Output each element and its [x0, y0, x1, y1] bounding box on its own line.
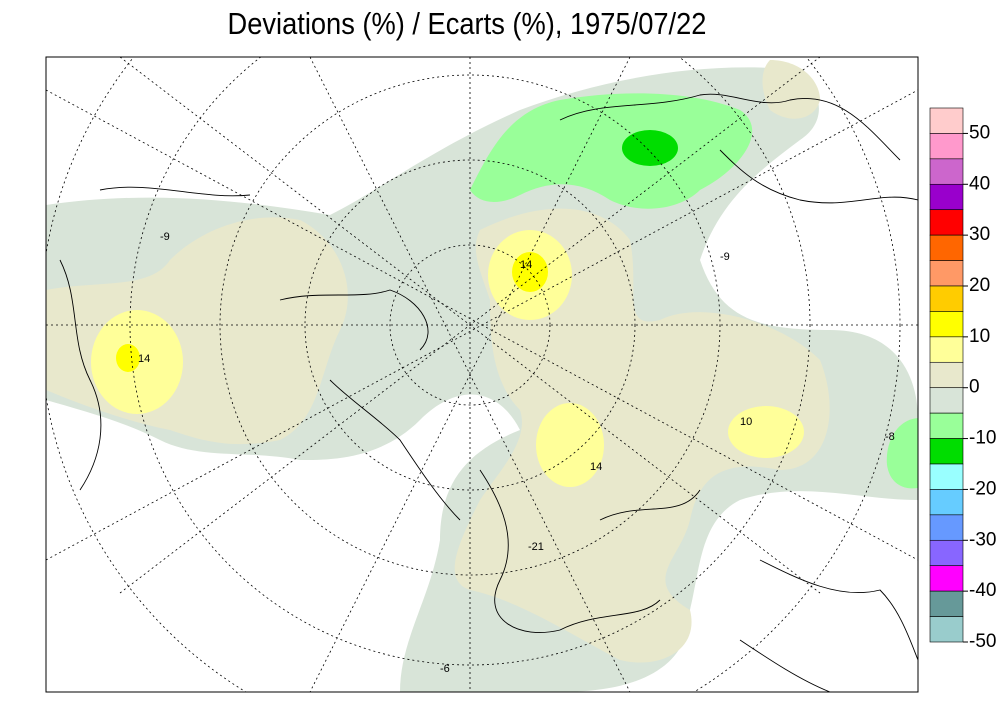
legend-swatch — [929, 107, 964, 134]
legend-label: 40 — [969, 173, 990, 194]
coastlines — [59, 93, 918, 692]
legend-swatch — [929, 412, 964, 439]
legend-swatch — [929, 539, 964, 567]
contour-region — [512, 252, 548, 292]
contour-region — [470, 93, 753, 209]
legend-swatch — [929, 590, 964, 617]
contour-label: 10 — [740, 416, 752, 428]
legend-label: 10 — [969, 326, 990, 347]
contour-region — [454, 208, 830, 663]
legend-label: -20 — [969, 478, 996, 499]
contour-region — [116, 344, 140, 372]
contour-label: -8 — [885, 431, 895, 443]
legend-swatch — [929, 260, 964, 287]
graticule — [46, 57, 918, 692]
legend-label: 30 — [969, 224, 990, 245]
legend-swatch — [929, 311, 964, 338]
contour-region — [536, 403, 604, 487]
legend-swatch — [929, 489, 964, 516]
legend-swatch — [929, 616, 964, 643]
legend-swatch — [929, 183, 964, 211]
contour-label: -9 — [160, 231, 170, 243]
legend-swatch — [929, 565, 964, 592]
contour-label: -6 — [440, 663, 450, 675]
legend-label: 50 — [969, 122, 990, 143]
legend-swatch — [929, 234, 964, 261]
legend-label: -50 — [969, 631, 996, 652]
map-frame — [45, 56, 919, 693]
legend-label: -30 — [969, 529, 996, 550]
contour-label: 14 — [520, 259, 532, 271]
contour-region — [762, 60, 820, 119]
contour-label: 14 — [138, 353, 150, 365]
map-title: Deviations (%) / Ecarts (%), 1975/07/22 — [228, 8, 707, 42]
legend-swatch — [929, 514, 964, 541]
legend-swatch — [929, 158, 964, 185]
contour-region — [622, 130, 678, 166]
contour-label: -21 — [528, 541, 544, 553]
legend-swatch — [929, 336, 964, 363]
map-area: 14 -9 14 -6 -8 10 -21 14 -9 — [46, 57, 918, 692]
contour-label: 14 — [590, 461, 602, 473]
legend-swatch — [929, 438, 964, 465]
legend: 50 40 30 20 10 0 -10 -20 -30 -40 -50 — [929, 107, 996, 652]
legend-swatch — [929, 133, 964, 160]
legend-swatch — [929, 361, 964, 389]
legend-swatch — [929, 463, 964, 490]
legend-label: 0 — [969, 377, 980, 398]
legend-swatch — [929, 209, 964, 236]
contour-region — [728, 406, 804, 458]
contour-label: -9 — [720, 251, 730, 263]
legend-swatch — [929, 387, 964, 414]
legend-label: -10 — [969, 428, 996, 449]
legend-label: -40 — [969, 580, 996, 601]
contour-region — [886, 418, 918, 489]
legend-swatch — [929, 285, 964, 312]
legend-label: 20 — [969, 275, 990, 296]
